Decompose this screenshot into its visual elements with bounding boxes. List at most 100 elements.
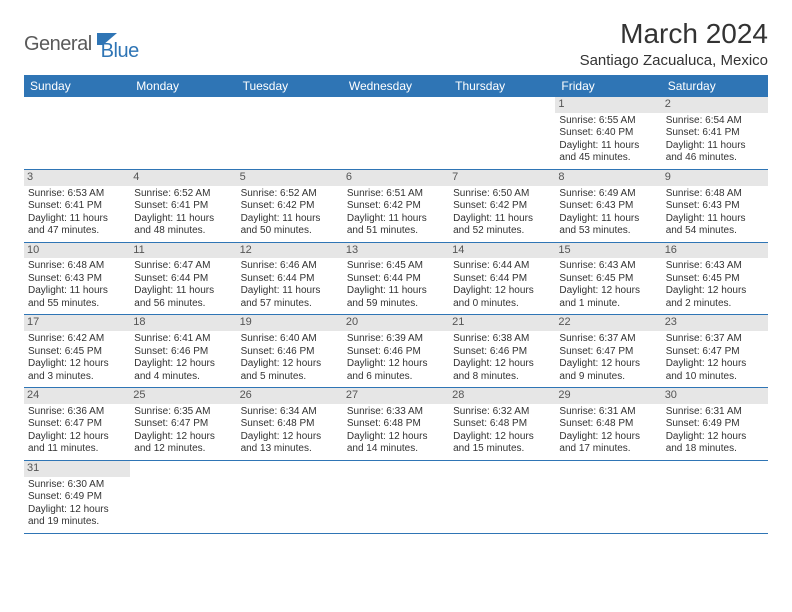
sunrise-text: Sunrise: 6:48 AM — [28, 260, 126, 273]
sunrise-text: Sunrise: 6:49 AM — [559, 188, 657, 201]
sunrise-text: Sunrise: 6:50 AM — [453, 188, 551, 201]
sunrise-text: Sunrise: 6:48 AM — [666, 188, 764, 201]
calendar-week-row: 3Sunrise: 6:53 AMSunset: 6:41 PMDaylight… — [24, 169, 768, 242]
sunset-text: Sunset: 6:48 PM — [241, 418, 339, 431]
day-number: 5 — [237, 170, 343, 186]
sunrise-text: Sunrise: 6:43 AM — [666, 260, 764, 273]
day-number: 9 — [662, 170, 768, 186]
sunrise-text: Sunrise: 6:51 AM — [347, 188, 445, 201]
day-number: 20 — [343, 315, 449, 331]
location-label: Santiago Zacualuca, Mexico — [580, 52, 768, 69]
sunset-text: Sunset: 6:44 PM — [134, 273, 232, 286]
calendar-day-cell: 25Sunrise: 6:35 AMSunset: 6:47 PMDayligh… — [130, 388, 236, 461]
sunrise-text: Sunrise: 6:36 AM — [28, 406, 126, 419]
calendar-head: SundayMondayTuesdayWednesdayThursdayFrid… — [24, 75, 768, 97]
day-number: 12 — [237, 243, 343, 259]
calendar-table: SundayMondayTuesdayWednesdayThursdayFrid… — [24, 75, 768, 534]
sunset-text: Sunset: 6:46 PM — [241, 346, 339, 359]
sunset-text: Sunset: 6:48 PM — [347, 418, 445, 431]
sunset-text: Sunset: 6:46 PM — [453, 346, 551, 359]
sunset-text: Sunset: 6:47 PM — [666, 346, 764, 359]
calendar-day-cell: 11Sunrise: 6:47 AMSunset: 6:44 PMDayligh… — [130, 242, 236, 315]
sunrise-text: Sunrise: 6:44 AM — [453, 260, 551, 273]
day-number: 16 — [662, 243, 768, 259]
daylight-text: Daylight: 12 hours and 13 minutes. — [241, 431, 339, 456]
calendar-day-cell: 30Sunrise: 6:31 AMSunset: 6:49 PMDayligh… — [662, 388, 768, 461]
calendar-day-cell — [343, 460, 449, 533]
calendar-day-cell — [555, 460, 661, 533]
calendar-day-cell: 16Sunrise: 6:43 AMSunset: 6:45 PMDayligh… — [662, 242, 768, 315]
weekday-header: Monday — [130, 75, 236, 97]
sunrise-text: Sunrise: 6:33 AM — [347, 406, 445, 419]
sunset-text: Sunset: 6:45 PM — [559, 273, 657, 286]
calendar-day-cell: 29Sunrise: 6:31 AMSunset: 6:48 PMDayligh… — [555, 388, 661, 461]
calendar-day-cell: 8Sunrise: 6:49 AMSunset: 6:43 PMDaylight… — [555, 169, 661, 242]
day-number: 17 — [24, 315, 130, 331]
calendar-day-cell — [24, 97, 130, 169]
daylight-text: Daylight: 12 hours and 10 minutes. — [666, 358, 764, 383]
calendar-day-cell: 6Sunrise: 6:51 AMSunset: 6:42 PMDaylight… — [343, 169, 449, 242]
calendar-day-cell: 10Sunrise: 6:48 AMSunset: 6:43 PMDayligh… — [24, 242, 130, 315]
daylight-text: Daylight: 11 hours and 55 minutes. — [28, 285, 126, 310]
sunset-text: Sunset: 6:49 PM — [28, 491, 126, 504]
day-number: 18 — [130, 315, 236, 331]
daylight-text: Daylight: 12 hours and 19 minutes. — [28, 504, 126, 529]
daylight-text: Daylight: 12 hours and 4 minutes. — [134, 358, 232, 383]
sunset-text: Sunset: 6:43 PM — [666, 200, 764, 213]
day-number: 31 — [24, 461, 130, 477]
day-number: 8 — [555, 170, 661, 186]
calendar-day-cell: 4Sunrise: 6:52 AMSunset: 6:41 PMDaylight… — [130, 169, 236, 242]
sunrise-text: Sunrise: 6:42 AM — [28, 333, 126, 346]
calendar-day-cell: 20Sunrise: 6:39 AMSunset: 6:46 PMDayligh… — [343, 315, 449, 388]
daylight-text: Daylight: 11 hours and 52 minutes. — [453, 213, 551, 238]
day-number: 30 — [662, 388, 768, 404]
sunset-text: Sunset: 6:46 PM — [347, 346, 445, 359]
daylight-text: Daylight: 11 hours and 51 minutes. — [347, 213, 445, 238]
day-number: 21 — [449, 315, 555, 331]
sunrise-text: Sunrise: 6:30 AM — [28, 479, 126, 492]
daylight-text: Daylight: 12 hours and 0 minutes. — [453, 285, 551, 310]
sunrise-text: Sunrise: 6:43 AM — [559, 260, 657, 273]
sunrise-text: Sunrise: 6:32 AM — [453, 406, 551, 419]
weekday-header: Saturday — [662, 75, 768, 97]
day-number: 26 — [237, 388, 343, 404]
sunrise-text: Sunrise: 6:38 AM — [453, 333, 551, 346]
weekday-header: Thursday — [449, 75, 555, 97]
day-number: 2 — [662, 97, 768, 113]
day-number: 11 — [130, 243, 236, 259]
day-number: 7 — [449, 170, 555, 186]
daylight-text: Daylight: 11 hours and 59 minutes. — [347, 285, 445, 310]
calendar-week-row: 17 Sunrise: 6:42 AMSunset: 6:45 PM Dayligh… — [24, 315, 768, 388]
sunrise-text: Sunrise: 6:31 AM — [666, 406, 764, 419]
daylight-text: Daylight: 11 hours and 56 minutes. — [134, 285, 232, 310]
daylight-text: Daylight: 11 hours and 48 minutes. — [134, 213, 232, 238]
day-number: 28 — [449, 388, 555, 404]
sunset-text: Sunset: 6:41 PM — [28, 200, 126, 213]
calendar-day-cell: 14Sunrise: 6:44 AMSunset: 6:44 PMDayligh… — [449, 242, 555, 315]
day-number: 10 — [24, 243, 130, 259]
sunrise-text: Sunrise: 6:35 AM — [134, 406, 232, 419]
daylight-text: Daylight: 12 hours and 15 minutes. — [453, 431, 551, 456]
sunrise-text: Sunrise: 6:37 AM — [666, 333, 764, 346]
sunset-text: Sunset: 6:45 PM — [28, 346, 126, 359]
calendar-day-cell — [130, 460, 236, 533]
sunset-text: Sunset: 6:48 PM — [559, 418, 657, 431]
calendar-day-cell — [662, 460, 768, 533]
calendar-day-cell: 21Sunrise: 6:38 AMSunset: 6:46 PMDayligh… — [449, 315, 555, 388]
sunset-text: Sunset: 6:47 PM — [28, 418, 126, 431]
sunset-text: Sunset: 6:42 PM — [241, 200, 339, 213]
weekday-header: Tuesday — [237, 75, 343, 97]
sunset-text: Sunset: 6:48 PM — [453, 418, 551, 431]
calendar-day-cell: 5Sunrise: 6:52 AMSunset: 6:42 PMDaylight… — [237, 169, 343, 242]
sunset-text: Sunset: 6:42 PM — [347, 200, 445, 213]
daylight-text: Daylight: 11 hours and 45 minutes. — [559, 140, 657, 165]
calendar-day-cell: 2Sunrise: 6:54 AMSunset: 6:41 PMDaylight… — [662, 97, 768, 169]
sunrise-text: Sunrise: 6:46 AM — [241, 260, 339, 273]
calendar-day-cell: 24Sunrise: 6:36 AMSunset: 6:47 PMDayligh… — [24, 388, 130, 461]
day-number: 23 — [662, 315, 768, 331]
calendar-day-cell — [130, 97, 236, 169]
sunrise-text: Sunrise: 6:31 AM — [559, 406, 657, 419]
day-number: 4 — [130, 170, 236, 186]
calendar-week-row: 1Sunrise: 6:55 AMSunset: 6:40 PMDaylight… — [24, 97, 768, 169]
day-number: 19 — [237, 315, 343, 331]
